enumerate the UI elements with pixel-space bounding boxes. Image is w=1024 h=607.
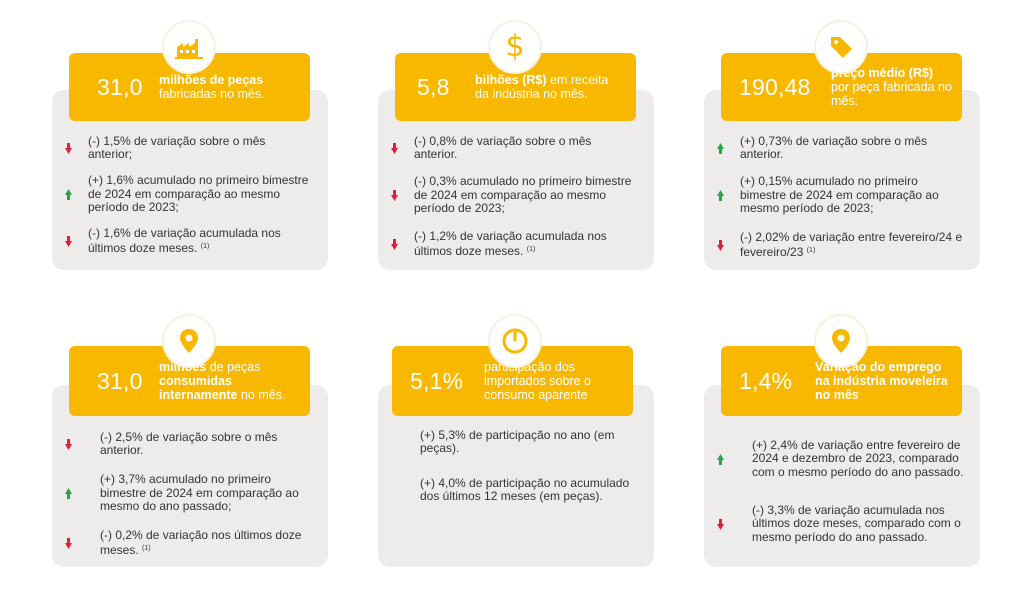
- arrow-down-icon: [62, 142, 74, 154]
- footnote-marker: (1): [806, 247, 816, 254]
- dollar-icon: $: [488, 20, 542, 74]
- list-item: (+) 0,15% acumulado no primeiro bimestre…: [714, 175, 964, 216]
- list-item: (+) 0,73% de variação sobre o mês anteri…: [714, 134, 964, 162]
- factory-icon: [162, 20, 216, 74]
- card-header: 1,4% Variação do emprego na indústria mo…: [721, 346, 962, 416]
- list-item: (-) 2,02% de variação entre fevereiro/24…: [714, 230, 964, 259]
- header-revenue: bilhões (R$) em receita da indústria no …: [475, 73, 609, 101]
- card-header: 190,48 preço médio (R$) por peça fabricad…: [721, 53, 962, 121]
- list-item: (-) 0,8% de variação sobre o mês anterio…: [388, 134, 638, 162]
- arrow-up-icon: [714, 453, 726, 465]
- list-item: (-) 0,2% de variação nos últimos doze me…: [62, 528, 312, 557]
- list-item: (+) 4,0% de participação no acumulado do…: [420, 475, 630, 503]
- arrow-down-icon: [714, 239, 726, 251]
- arrow-up-icon: [714, 142, 726, 154]
- location-pin-icon: [814, 314, 868, 368]
- value-consumption: 31,0: [97, 367, 143, 394]
- footnote-marker: (1): [200, 243, 210, 250]
- arrow-up-icon: [62, 488, 74, 499]
- arrow-up-icon: [714, 190, 726, 201]
- footnote-marker: (1): [142, 545, 151, 552]
- list-item: (-) 0,3% acumulado no primeiro bimestre …: [388, 175, 638, 216]
- list-item: (+) 3,7% acumulado no primeiro bimestre …: [62, 473, 312, 514]
- list-item: (-) 1,2% de variação acumulada nos últim…: [388, 229, 638, 258]
- list-item: (+) 5,3% de participação no ano (em peça…: [420, 427, 615, 455]
- list-item: (-) 1,5% de variação sobre o mês anterio…: [62, 134, 312, 162]
- list-item: (-) 3,3% de variação acumulada nos últim…: [714, 502, 970, 546]
- value-average-price: 190,48: [739, 73, 811, 100]
- arrow-down-icon: [388, 142, 400, 154]
- value-imports: 5,1%: [410, 367, 464, 394]
- arrow-down-icon: [62, 438, 74, 450]
- footnote-marker: (1): [526, 246, 536, 253]
- header-production: milhões de peças fabricadas no mês.: [159, 73, 265, 101]
- value-revenue: 5,8: [417, 73, 450, 100]
- price-tag-icon: [814, 20, 868, 74]
- list-item: (+) 1,6% acumulado no primeiro bimestre …: [62, 174, 312, 215]
- value-production: 31,0: [97, 73, 143, 100]
- header-imports: participação dos importados sobre o cons…: [484, 360, 592, 402]
- arrow-down-icon: [62, 537, 74, 549]
- header-average-price: preço médio (R$) por peça fabricada no mê…: [831, 66, 952, 108]
- list-item: (+) 2,4% de variação entre fevereiro de …: [714, 430, 970, 488]
- arrow-up-icon: [62, 189, 74, 200]
- location-pin-icon: [162, 314, 216, 368]
- value-employment: 1,4%: [739, 367, 793, 394]
- arrow-down-icon: [388, 238, 400, 250]
- pie-chart-icon: [488, 314, 542, 368]
- list-item: (-) 2,5% de variação sobre o mês anterio…: [62, 430, 312, 458]
- arrow-down-icon: [714, 518, 726, 530]
- arrow-down-icon: [388, 190, 400, 201]
- list-item: (-) 1,6% de variação acumulada nos últim…: [62, 226, 312, 255]
- header-consumption: milhões de peças consumidas internamente…: [159, 360, 286, 402]
- arrow-down-icon: [62, 235, 74, 247]
